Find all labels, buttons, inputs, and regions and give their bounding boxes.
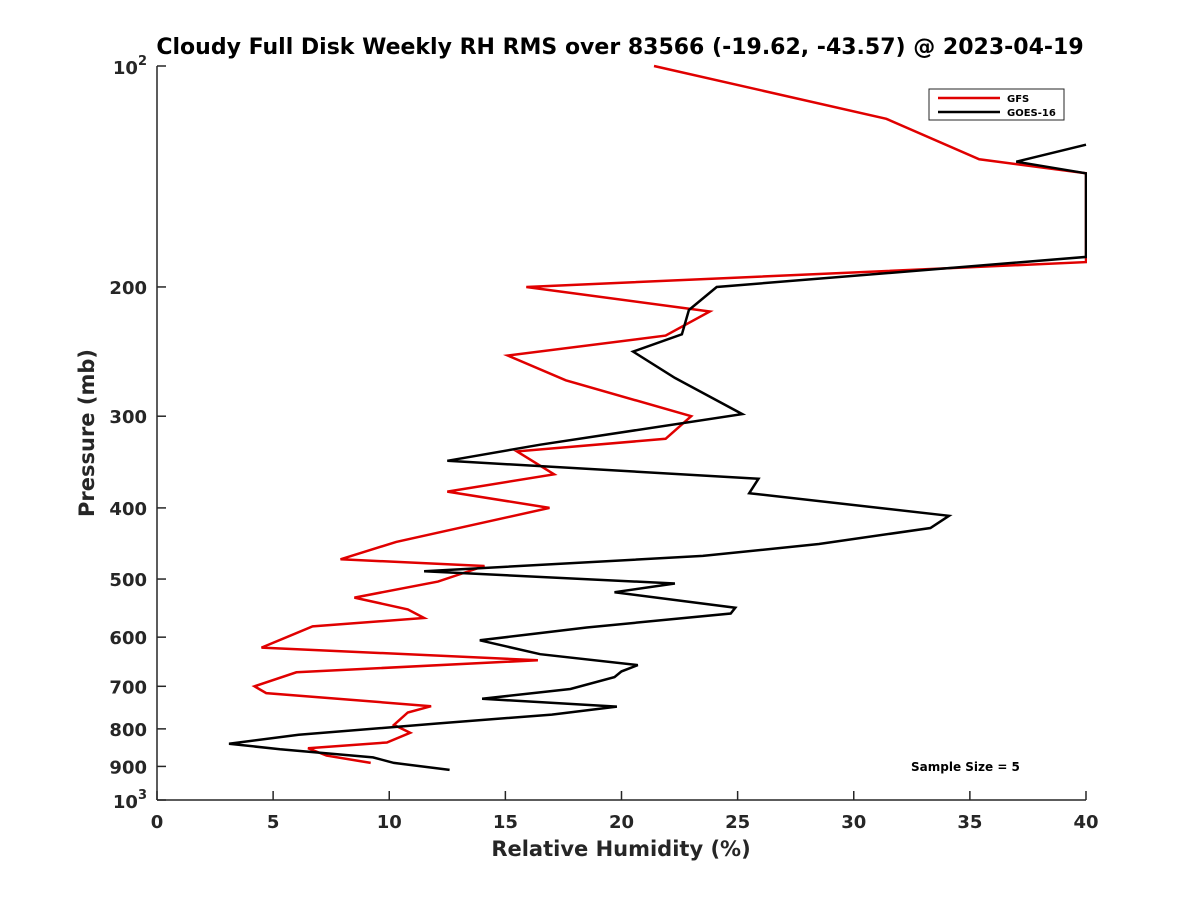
x-ticks: 0 5 10 15 20 25 30 35 40 — [151, 791, 1099, 833]
series-line-gfs — [251, 64, 1087, 765]
x-tick-label: 5 — [267, 812, 280, 833]
y-ticks: 200 300 400 500 600 700 800 900 102 103 — [109, 54, 166, 813]
series-line-goes-16 — [228, 143, 1087, 772]
series-layer — [228, 64, 1087, 772]
y-tick-label: 200 — [109, 278, 147, 299]
y-tick-label: 300 — [109, 407, 147, 428]
y-tick-label-power: 102 — [113, 54, 147, 79]
chart-title: Cloudy Full Disk Weekly RH RMS over 8356… — [156, 35, 1083, 60]
x-tick-label: 0 — [151, 812, 164, 833]
x-tick-label: 15 — [493, 812, 518, 833]
y-tick-label: 800 — [109, 720, 147, 741]
legend-label-gfs: GFS — [1007, 94, 1029, 105]
legend: GFS GOES-16 — [928, 88, 1065, 121]
y-tick-label: 700 — [109, 677, 147, 698]
x-tick-label: 20 — [609, 812, 634, 833]
legend-box — [928, 88, 1065, 121]
x-tick-label: 25 — [725, 812, 750, 833]
y-tick-label: 400 — [109, 499, 147, 520]
x-tick-label: 10 — [377, 812, 402, 833]
x-tick-label: 30 — [841, 812, 866, 833]
x-tick-label: 35 — [957, 812, 982, 833]
y-tick-label: 600 — [109, 628, 147, 649]
x-tick-label: 40 — [1073, 812, 1098, 833]
x-axis-label: Relative Humidity (%) — [491, 837, 750, 861]
y-tick-label: 900 — [109, 757, 147, 778]
y-axis-label: Pressure (mb) — [75, 349, 99, 517]
y-tick-label: 500 — [109, 570, 147, 591]
legend-label-goes-16: GOES-16 — [1007, 108, 1056, 119]
sample-size-annotation: Sample Size = 5 — [911, 760, 1020, 774]
y-tick-label-power: 103 — [113, 788, 147, 813]
